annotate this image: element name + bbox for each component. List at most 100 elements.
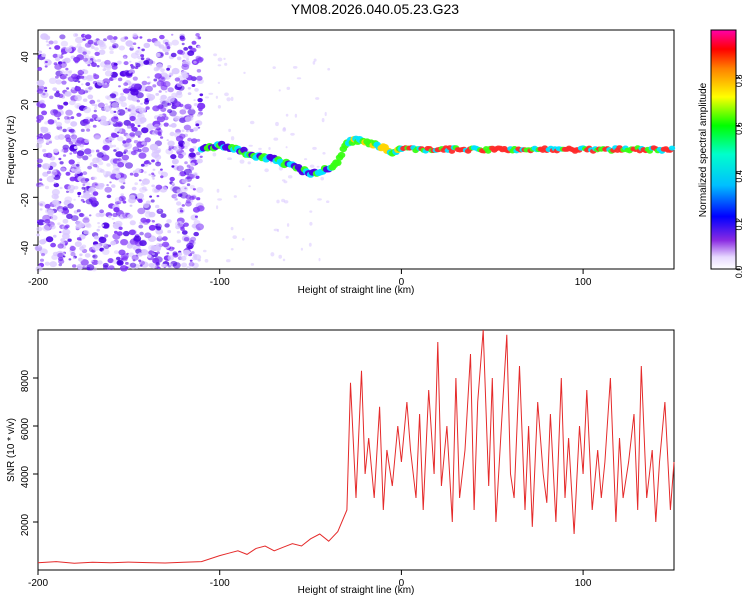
spectrogram-cell [156, 161, 160, 164]
spectrogram-cell [57, 54, 61, 58]
spectrogram-cell [53, 182, 60, 188]
spectrogram-cell [151, 220, 155, 223]
spectrogram-cell [86, 185, 90, 189]
spectrogram-cell [44, 89, 48, 92]
spectrogram-cell [57, 104, 61, 107]
spectrogram-cell [116, 259, 124, 266]
spectrogram-cell [36, 220, 40, 222]
spectrogram-cell [104, 59, 111, 66]
spectrogram-cell [110, 110, 115, 114]
spectrogram-cell [129, 204, 133, 207]
spectrogram-cell [132, 42, 137, 45]
spectrogram-cell [137, 113, 145, 120]
spectrogram-cell [129, 132, 136, 137]
spectrogram-cell [96, 228, 100, 232]
spectrogram-cell [242, 237, 245, 241]
spectrogram-cell [89, 99, 96, 105]
spectrogram-cell [315, 97, 320, 100]
spectrogram-cell [80, 128, 85, 132]
spectrogram-cell [233, 195, 237, 198]
spectrogram-cell [326, 200, 330, 203]
spectrogram-cell [224, 62, 228, 66]
spectrogram-cell [197, 57, 204, 62]
spectrogram-cell [152, 105, 160, 112]
line-x-tick-label: -100 [210, 578, 230, 589]
spectrogram-cell [138, 224, 144, 229]
spectrogram-cell [197, 126, 201, 129]
spectrogram-cell [106, 163, 111, 167]
spectrogram-cell [80, 259, 89, 266]
spectrogram-cell [151, 175, 155, 178]
spectrogram-cell [139, 240, 147, 247]
spectrogram-cell [63, 115, 70, 120]
line-y-tick-label: 8000 [20, 369, 31, 392]
spectrogram-cell [192, 206, 201, 213]
spectrogram-cell [108, 144, 114, 149]
spectrogram-cell [105, 174, 109, 177]
colorbar-tick-label: 0.6 [734, 122, 744, 135]
spectrogram-cell [117, 136, 124, 142]
spectrogram-cell [171, 39, 179, 46]
spectrogram-cell [115, 256, 121, 261]
spectrogram-cell [79, 213, 85, 218]
spectrogram-cell [82, 183, 86, 187]
spectrogram-cell [138, 107, 146, 114]
spectrogram-cell [151, 252, 155, 256]
spectrogram-cell [160, 213, 167, 219]
spectrogram-cell [258, 147, 262, 150]
spectrogram-cell [63, 101, 69, 106]
spectrogram-cell [60, 40, 69, 47]
heatmap-y-tick-label: 40 [20, 51, 31, 63]
spectrogram-cell [68, 70, 73, 74]
spectrogram-cell [185, 130, 189, 133]
spectrogram-cell [72, 257, 76, 260]
spectrogram-cell [204, 259, 209, 263]
spectrogram-cell [118, 85, 121, 88]
line-x-tick-label: 0 [399, 578, 405, 589]
spectrogram-cell [189, 184, 195, 190]
spectrogram-cell [123, 61, 129, 66]
spectrogram-cell [44, 121, 49, 125]
spectrogram-cell [96, 99, 101, 103]
spectrogram-cell [61, 80, 67, 85]
spectrogram-cell [158, 209, 162, 212]
spectrogram-cell [111, 132, 118, 138]
spectrogram-cell [223, 57, 226, 61]
spectrogram-cell [86, 75, 93, 80]
spectrogram-cell [109, 93, 117, 99]
heatmap-x-ticks: -200 -100 0 100 [28, 269, 592, 288]
spectrogram-cell [153, 78, 158, 82]
spectrogram-cell [129, 262, 137, 268]
spectrogram-cell [155, 223, 159, 226]
spectrogram-cell [137, 46, 141, 49]
spectrogram-cell [137, 252, 143, 257]
spectrogram-cell [179, 50, 185, 55]
spectrogram-cell [155, 204, 160, 209]
spectrogram-cell [83, 221, 91, 228]
spectrogram-cell [93, 109, 97, 113]
spectrogram-cell [71, 138, 77, 143]
spectrogram-cell [65, 171, 71, 176]
spectrogram-cell [113, 207, 120, 213]
spectrogram-cell [113, 250, 119, 255]
spectrogram-cell [192, 253, 198, 258]
spectrogram-cell [52, 53, 59, 59]
spectrogram-cell [77, 161, 80, 165]
spectrogram-cell [123, 142, 133, 150]
spectrogram-cell [186, 164, 191, 168]
spectrogram-cell [70, 116, 75, 120]
spectrogram-cell [216, 205, 219, 210]
spectrogram-cell [58, 208, 63, 213]
spectrogram-cell [135, 168, 142, 174]
spectrogram-cell [190, 107, 194, 111]
spectrogram-cell [189, 195, 195, 201]
spectrogram-cell [213, 53, 218, 57]
spectrogram-cell [84, 124, 91, 129]
spectrogram-cell [119, 265, 128, 272]
spectrogram-cell [180, 227, 185, 231]
spectrogram-ridge-cell [337, 151, 346, 159]
spectrogram-cell [96, 152, 104, 158]
spectrogram-cell [155, 161, 162, 167]
spectrogram-cell [176, 201, 182, 206]
